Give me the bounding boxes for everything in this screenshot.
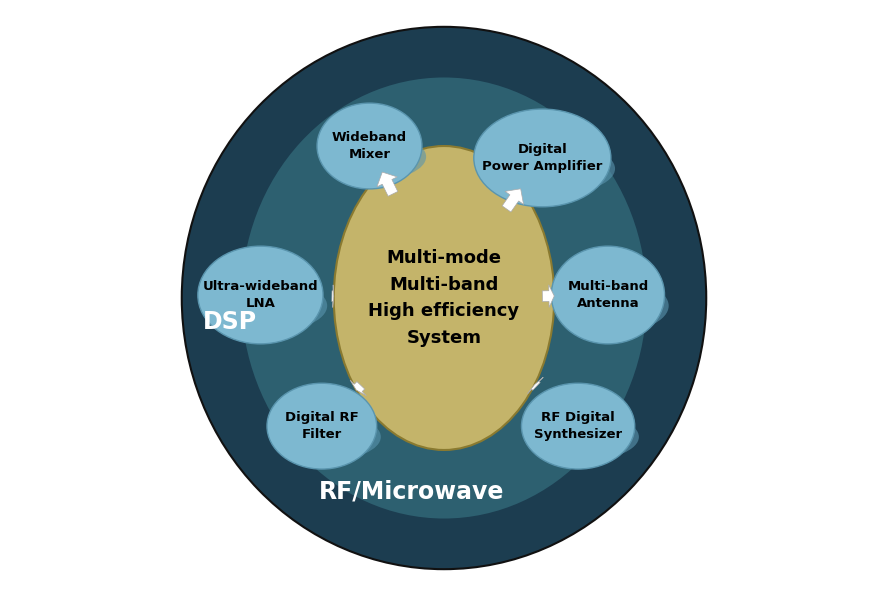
Polygon shape [332, 285, 334, 308]
Ellipse shape [198, 246, 323, 344]
Ellipse shape [267, 383, 377, 469]
Ellipse shape [521, 383, 635, 469]
Polygon shape [527, 377, 543, 393]
Polygon shape [377, 172, 398, 196]
Ellipse shape [182, 27, 706, 569]
Ellipse shape [334, 146, 554, 450]
Text: DSP: DSP [202, 310, 257, 334]
Ellipse shape [526, 413, 638, 461]
Ellipse shape [556, 279, 669, 333]
Ellipse shape [478, 142, 615, 195]
Polygon shape [543, 285, 554, 308]
Ellipse shape [317, 103, 422, 189]
Ellipse shape [551, 246, 664, 344]
Text: RF Digital
Synthesizer: RF Digital Synthesizer [534, 411, 622, 441]
Text: Multi-band
Antenna: Multi-band Antenna [567, 280, 648, 310]
Text: Multi-mode
Multi-band
High efficiency
System: Multi-mode Multi-band High efficiency Sy… [369, 249, 519, 347]
Text: Wideband
Mixer: Wideband Mixer [332, 131, 407, 161]
Text: RF/Microwave: RF/Microwave [319, 480, 503, 504]
Ellipse shape [474, 109, 611, 207]
Polygon shape [502, 189, 524, 212]
Ellipse shape [202, 279, 327, 333]
Ellipse shape [321, 133, 426, 181]
Ellipse shape [242, 77, 646, 519]
Text: Ultra-wideband
LNA: Ultra-wideband LNA [202, 280, 318, 310]
Text: Digital
Power Amplifier: Digital Power Amplifier [482, 143, 603, 173]
Polygon shape [350, 380, 367, 396]
Text: Digital RF
Filter: Digital RF Filter [285, 411, 359, 441]
Ellipse shape [271, 413, 381, 461]
